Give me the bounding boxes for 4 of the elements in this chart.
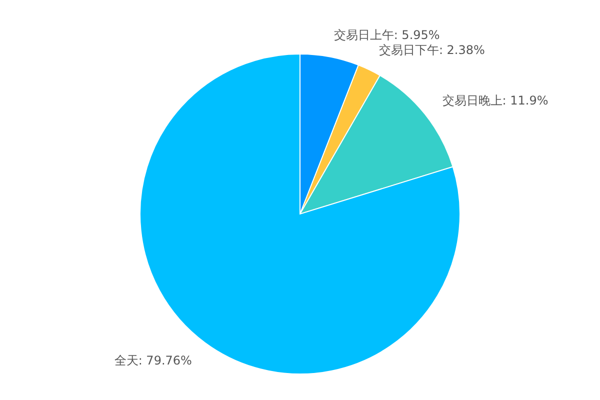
slice-label: 交易日下午: 2.38%: [378, 43, 485, 58]
slice-label: 交易日上午: 5.95%: [334, 28, 440, 42]
slice-label: 交易日晚上: 11.9%: [442, 93, 548, 108]
slice-label: 全天: 79.76%: [114, 353, 192, 368]
